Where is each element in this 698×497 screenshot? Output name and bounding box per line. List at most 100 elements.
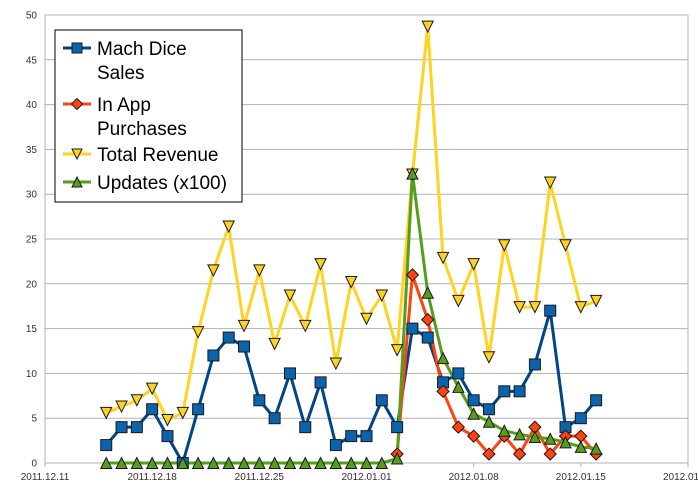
y-tick-label: 20 [26,279,38,290]
data-point [253,264,266,277]
y-tick-label: 25 [26,235,38,246]
data-point [345,430,358,443]
data-point [421,20,435,34]
data-point [559,239,572,252]
data-point [283,289,297,303]
data-point [314,376,327,389]
legend-label: In App Purchases [97,95,187,140]
legend-label: Mach Dice Sales [97,39,187,84]
x-tick-label: 2012.01.01 [341,472,391,483]
legend-swatch-marker [71,175,83,188]
data-point [513,301,526,314]
data-point [268,412,281,425]
data-point [298,456,312,469]
data-point [497,239,511,252]
data-point [161,456,174,469]
data-point [161,413,174,427]
data-point [298,319,312,333]
data-point [130,421,143,434]
data-point [115,456,128,469]
data-point [466,429,481,443]
y-tick-label: 45 [26,55,38,66]
data-point [436,251,450,265]
data-point [375,394,388,407]
data-point [513,385,526,398]
data-point [436,351,450,365]
x-tick-label: 2012.01.15 [556,472,606,483]
legend-label: Updates (x100) [97,173,227,194]
y-tick-label: 5 [31,414,37,425]
axes: 0 5 10 15 20 25 30 35 40 45 50 2011.12.11 2011.12.18… [21,11,698,484]
data-point [344,456,358,469]
legend-box [54,29,243,203]
data-point [390,451,404,465]
data-point [390,344,404,357]
data-point [145,456,159,469]
data-point [253,394,266,407]
y-tick-label: 40 [26,100,38,111]
data-point [528,358,541,371]
data-point [207,349,220,362]
data-point [452,367,465,380]
y-tick-label: 15 [26,324,38,335]
data-point [421,331,434,344]
legend-swatch-marker [70,97,84,111]
x-tick-label: 2012.01.08 [449,472,499,483]
data-point [99,456,113,469]
data-point [498,385,511,398]
data-point [482,415,496,428]
data-point [543,447,557,461]
data-point [360,312,373,326]
data-point [253,456,266,469]
data-point [192,403,205,416]
data-point [467,394,480,407]
data-point [207,264,220,277]
data-point [344,276,358,289]
y-tick-label: 35 [26,145,38,156]
data-point [115,421,128,434]
y-tick-label: 50 [26,11,38,22]
data-point [375,456,389,469]
data-point [176,406,190,420]
data-point [115,400,128,414]
data-point [590,394,603,407]
data-point [543,432,557,445]
data-point [360,456,373,469]
x-tick-label: 2011.12.11 [21,472,70,483]
data-point [268,337,281,351]
data-point [314,456,327,469]
legend-label: Total Revenue [97,145,218,166]
data-point [237,319,251,333]
legend-swatch-marker [71,148,83,161]
data-point [467,258,480,271]
data-point [436,384,450,399]
data-point [191,456,205,469]
data-point [222,331,235,344]
data-point [497,424,511,437]
data-point [544,304,557,317]
data-point [482,351,496,364]
data-point [421,286,435,299]
data-point [482,447,496,461]
data-point [391,421,404,434]
data-point [543,176,557,190]
data-point [574,440,588,453]
data-point [452,380,465,393]
data-point [146,403,159,416]
data-point [99,406,113,420]
data-point [299,421,312,434]
data-point [237,456,251,469]
data-point [451,420,466,434]
data-point [130,394,144,407]
data-point [513,427,526,441]
legend-swatch-marker [71,42,83,54]
data-point [161,430,174,443]
data-point [222,456,236,469]
data-point [314,258,327,271]
legend: Mach Dice Sales In App Purchases Total Reven… [54,29,243,203]
data-point [405,268,420,282]
data-point [222,220,236,234]
data-point [145,382,159,396]
data-point [559,435,572,449]
